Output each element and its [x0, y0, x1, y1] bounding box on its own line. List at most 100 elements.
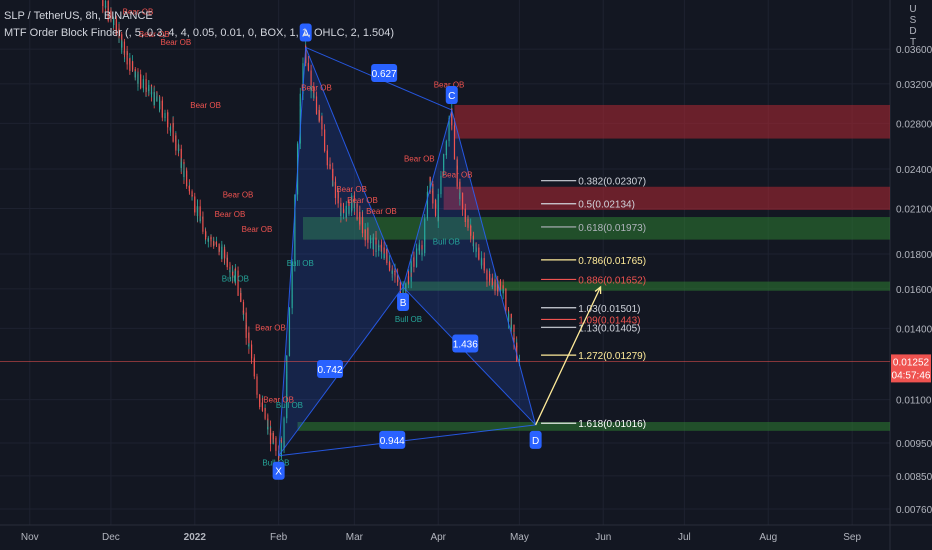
candle-body	[248, 344, 250, 347]
candle-body	[356, 204, 358, 220]
y-tick-label: 0.01100	[896, 396, 932, 407]
candle-body	[318, 110, 320, 121]
candle-body	[367, 228, 369, 237]
candle-body	[494, 279, 496, 291]
candle-body	[510, 324, 512, 329]
candle-body	[340, 212, 342, 217]
x-tick-label: Mar	[346, 532, 364, 543]
candle-body	[199, 218, 201, 222]
candle-body	[115, 18, 117, 28]
candle-body	[478, 247, 480, 253]
candle-body	[359, 220, 361, 225]
candle-body	[118, 28, 120, 35]
candle-body	[461, 192, 464, 202]
candle-body	[175, 145, 177, 151]
candle-body	[137, 74, 139, 84]
ratio-label-box	[379, 430, 406, 449]
candle-body	[194, 196, 196, 209]
x-tick-label: Sep	[843, 532, 861, 543]
fib-level-label: 1.09(0.01443)	[578, 315, 640, 326]
candle-body	[432, 191, 434, 204]
fib-level-label: 0.886(0.01652)	[578, 275, 646, 286]
candle-body	[107, 8, 109, 21]
candle-body	[380, 244, 383, 248]
candle-body	[486, 275, 488, 280]
candle-body	[126, 51, 128, 65]
candle-body	[191, 195, 193, 197]
candle-body	[123, 50, 126, 53]
candle-body	[167, 112, 169, 125]
candle-body	[153, 92, 155, 105]
candle-body	[391, 270, 393, 274]
candle-body	[294, 231, 296, 265]
candle-body	[424, 241, 426, 245]
projection-arrow-head	[594, 285, 602, 295]
candle-body	[426, 214, 429, 219]
candle-body	[202, 216, 204, 223]
bear-ob-label: Bear OB	[215, 210, 246, 219]
y-tick-label: 0.00950	[896, 439, 932, 450]
candle-body	[245, 324, 247, 338]
ratio-label-text: 1.436	[453, 340, 478, 351]
candle-body	[491, 286, 493, 288]
candle-body	[413, 257, 415, 267]
candle-body	[288, 329, 291, 353]
candle-body	[470, 225, 472, 236]
pattern-point-label: A	[302, 28, 309, 39]
candle-body	[248, 332, 250, 347]
candle-body	[218, 246, 220, 251]
bear-ob-label: Bear OB	[160, 38, 191, 47]
candle-body	[223, 249, 226, 258]
candle-body	[353, 207, 355, 209]
fib-level-label: 1.272(0.01279)	[578, 351, 646, 362]
candle-body	[437, 194, 439, 212]
candle-body	[513, 337, 515, 343]
bear-ob-label: Bear OB	[255, 323, 286, 332]
candle-body	[448, 117, 450, 128]
candle-body	[499, 285, 502, 287]
candle-body	[451, 123, 453, 126]
candle-body	[448, 127, 450, 142]
grid	[0, 0, 890, 525]
candle-body	[421, 253, 423, 255]
ratio-label-box	[317, 360, 344, 379]
candle-body	[261, 402, 264, 411]
candle-body	[483, 266, 485, 271]
candle-body	[321, 121, 323, 130]
candle-body	[480, 258, 483, 266]
candle-body	[364, 233, 366, 241]
candle-body	[418, 245, 420, 247]
candle-body	[415, 248, 418, 262]
candle-body	[264, 417, 266, 419]
candle-body	[443, 154, 445, 161]
x-tick-label: 2022	[184, 532, 207, 543]
candle-body	[156, 96, 158, 102]
candle-body	[440, 182, 442, 192]
symbol-title[interactable]: SLP / TetherUS, 8h, BINANCE	[4, 10, 153, 22]
candle-body	[375, 250, 377, 252]
bull-ob-label: Bull OB	[287, 259, 314, 268]
bull-order-block-zone	[297, 422, 891, 431]
bear-ob-label: Bear OB	[434, 81, 465, 90]
candle-body	[386, 254, 388, 264]
candle-body	[115, 30, 117, 36]
x-tick-label: Dec	[102, 532, 120, 543]
candle-body	[305, 49, 307, 63]
currency-label[interactable]: U S D T	[902, 4, 924, 48]
candle-body	[356, 203, 358, 205]
candle-body	[467, 218, 469, 228]
indicator-title[interactable]: MTF Order Block Finder (, 5, 0.3, 4, 4, …	[4, 27, 395, 39]
fib-level-label: 1.618(0.01016)	[578, 419, 646, 430]
candle-body	[256, 388, 258, 395]
y-tick-label: 0.02800	[896, 119, 932, 130]
fib-level-label: 1.13(0.01405)	[578, 323, 640, 334]
y-tick-label: 0.01600	[896, 285, 932, 296]
candle-body	[275, 443, 277, 451]
bull-ob-label: Bull OB	[395, 315, 422, 324]
candle-body	[272, 437, 274, 439]
candle-body	[194, 211, 196, 213]
candle-body	[383, 253, 385, 259]
candle-body	[505, 288, 507, 300]
candle-body	[131, 67, 134, 70]
